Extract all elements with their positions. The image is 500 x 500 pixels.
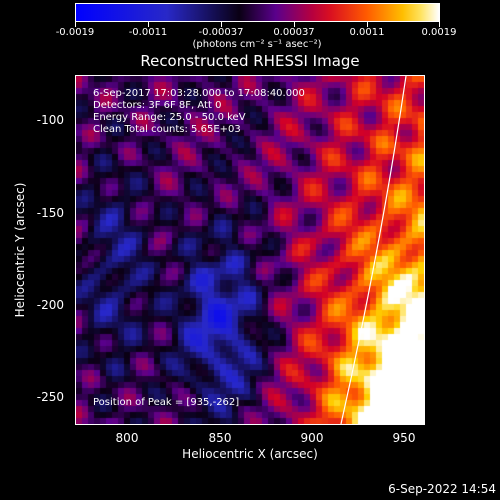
x-axis-label: Heliocentric X (arcsec) [182, 447, 318, 461]
x-tick-label: 850 [208, 431, 232, 445]
info-detectors: Detectors: 3F 6F 8F, Att 0 [93, 100, 222, 111]
colorbar-tick-label: -0.0019 [55, 27, 95, 38]
info-time-range: 6-Sep-2017 17:03:28.000 to 17:08:40.000 [93, 88, 305, 99]
colorbar-tick-label: 0.00037 [273, 27, 315, 38]
colorbar-tick [294, 22, 295, 27]
x-tick-label: 950 [392, 431, 416, 445]
y-tick-label: -150 [36, 206, 64, 220]
x-tick-label: 900 [300, 431, 324, 445]
colorbar [75, 3, 440, 22]
y-axis-label: Heliocentric Y (arcsec) [13, 182, 27, 318]
colorbar-tick-label: 0.0019 [421, 27, 457, 38]
colorbar-tick [367, 22, 368, 27]
colorbar-tick [75, 22, 76, 27]
colorbar-tick-label: -0.0011 [128, 27, 168, 38]
rhessi-image-heatmap [76, 76, 424, 424]
plot-title: Reconstructed RHESSI Image [140, 52, 360, 70]
colorbar-units: (photons cm⁻² s⁻¹ asec⁻²) [192, 39, 322, 50]
y-tick-label: -200 [36, 298, 64, 312]
y-tick-label: -100 [36, 113, 64, 127]
colorbar-tick [439, 22, 440, 27]
solar-limb-line [340, 76, 407, 424]
colorbar-tick [221, 22, 222, 27]
info-energy-range: Energy Range: 25.0 - 50.0 keV [93, 112, 246, 123]
image-plot [75, 75, 425, 425]
plot-timestamp: 6-Sep-2022 14:54 [388, 482, 496, 496]
x-tick-label: 800 [115, 431, 139, 445]
colorbar-tick [148, 22, 149, 27]
solar-limb-overlay [340, 76, 407, 424]
info-total-counts: Clean Total counts: 5.65E+03 [93, 124, 241, 135]
colorbar-tick-label: -0.00037 [198, 27, 244, 38]
info-peak-position: Position of Peak = [935,-262] [93, 397, 240, 408]
colorbar-tick-label: 0.0011 [349, 27, 385, 38]
y-tick-label: -250 [36, 390, 64, 404]
